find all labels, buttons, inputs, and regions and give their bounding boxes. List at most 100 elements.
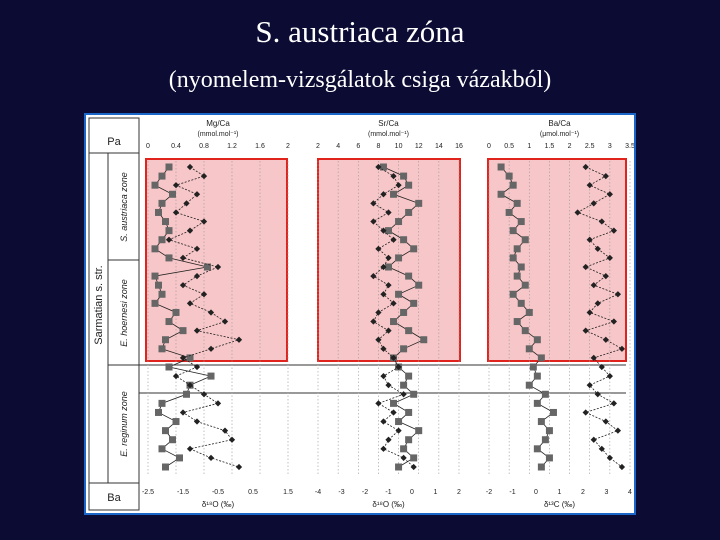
strat-stage-label: Sarmatian s. str. [93, 265, 105, 344]
top-axis-label: Mg/Ca [206, 119, 230, 128]
data-point-square [395, 254, 403, 262]
top-tick-label: 2 [286, 143, 290, 150]
bottom-tick-label: -2 [486, 489, 492, 496]
top-tick-label: 0 [487, 143, 491, 150]
data-point-square [521, 236, 529, 244]
data-point-square [525, 345, 533, 353]
top-tick-label: 0 [146, 143, 150, 150]
data-point-diamond [380, 372, 387, 380]
page-title: S. austriaca zóna [255, 14, 465, 49]
series-line-0 [500, 166, 555, 468]
series-line-1 [167, 166, 241, 468]
bottom-tick-label: -4 [315, 489, 321, 496]
top-tick-label: 8 [376, 143, 380, 150]
data-point-square [204, 263, 211, 271]
data-point-square [420, 336, 428, 344]
data-point-diamond [193, 418, 201, 425]
data-point-square [395, 218, 403, 226]
data-point-diamond [186, 445, 194, 452]
top-tick-label: 1.5 [545, 143, 555, 150]
data-point-square [525, 308, 533, 316]
data-point-square [513, 318, 521, 326]
data-point-square [509, 227, 517, 235]
top-tick-label: 1 [527, 143, 531, 150]
bottom-tick-label: 1 [558, 489, 562, 496]
top-tick-label: 0.5 [504, 143, 514, 150]
top-tick-label: 2.5 [585, 143, 595, 150]
top-tick-label: 14 [435, 143, 443, 150]
data-point-square [165, 227, 173, 235]
chart-panels: Mg/Ca (mmol.mol⁻¹) 0 0.4 0.8 1.2 1.6 2 -2.5 -1.5 -… [142, 119, 634, 509]
data-point-diamond [214, 263, 222, 271]
data-point-diamond [172, 372, 180, 380]
strat-column: Pa Ba Sarmatian s. str. S. austriaca zon… [88, 117, 140, 511]
data-point-diamond [375, 400, 382, 407]
series-line-1 [372, 166, 414, 468]
data-point-diamond [400, 391, 407, 398]
data-point-square [176, 454, 183, 462]
data-point-square [158, 445, 166, 453]
top-tick-label: 6 [356, 143, 360, 150]
data-point-square [415, 199, 423, 207]
data-point-square [497, 190, 505, 198]
data-point-diamond [606, 454, 613, 462]
data-point-diamond [380, 445, 387, 452]
data-point-diamond [172, 182, 180, 189]
bottom-axis-label: δ¹⁸O (‰) [202, 500, 235, 509]
data-point-square [509, 290, 517, 298]
data-point-diamond [228, 436, 236, 443]
strat-top-unit: Pa [107, 136, 121, 148]
data-point-square [549, 408, 557, 416]
data-point-square [405, 327, 413, 335]
data-point-square [537, 354, 545, 362]
data-point-square [158, 199, 166, 207]
data-point-diamond [602, 418, 609, 425]
data-point-square [509, 254, 517, 262]
data-point-square [183, 390, 190, 398]
data-point-square [517, 263, 525, 271]
bottom-tick-label: -0.5 [212, 489, 224, 496]
data-point-diamond [590, 436, 597, 443]
data-point-diamond [193, 272, 201, 280]
data-point-diamond [186, 227, 194, 234]
data-point-square [541, 390, 549, 398]
data-point-square [165, 254, 173, 262]
bottom-tick-label: -1 [509, 489, 515, 496]
bottom-tick-label: 0 [534, 489, 538, 496]
bottom-tick-label: 2 [457, 489, 461, 496]
data-point-diamond [385, 382, 392, 389]
top-axis-unit: (mmol.mol⁻¹) [368, 131, 409, 138]
data-point-square [410, 390, 418, 398]
data-point-diamond [179, 254, 187, 262]
data-point-diamond [235, 336, 243, 343]
data-point-diamond [193, 363, 201, 371]
data-point-diamond [200, 391, 208, 398]
top-tick-label: 3.5 [625, 143, 634, 150]
data-point-square [151, 272, 159, 280]
data-point-diamond [207, 454, 215, 462]
data-point-square [151, 299, 159, 307]
data-point-square [207, 372, 215, 380]
data-point-square [400, 345, 408, 353]
data-point-diamond [598, 445, 605, 452]
data-point-square [545, 454, 553, 462]
data-point-square [151, 181, 159, 189]
data-point-square [162, 218, 169, 226]
strat-zone-reginum: E. reginum zone [119, 391, 129, 457]
bottom-tick-label: -1.5 [177, 489, 189, 496]
data-point-square [162, 336, 169, 344]
data-point-square [517, 299, 525, 307]
bottom-axis-label: δ¹³C (‰) [544, 500, 575, 509]
data-point-diamond [400, 454, 407, 462]
data-point-square [395, 463, 403, 471]
data-point-diamond [610, 400, 617, 407]
bottom-tick-label: -3 [338, 489, 344, 496]
top-axis-label: Ba/Ca [548, 119, 571, 128]
data-point-diamond [207, 345, 215, 352]
data-point-diamond [390, 409, 397, 416]
data-point-square [415, 427, 423, 435]
bottom-tick-label: 3 [605, 489, 609, 496]
data-point-diamond [586, 382, 593, 389]
data-point-diamond [172, 209, 180, 216]
top-tick-label: 2 [316, 143, 320, 150]
